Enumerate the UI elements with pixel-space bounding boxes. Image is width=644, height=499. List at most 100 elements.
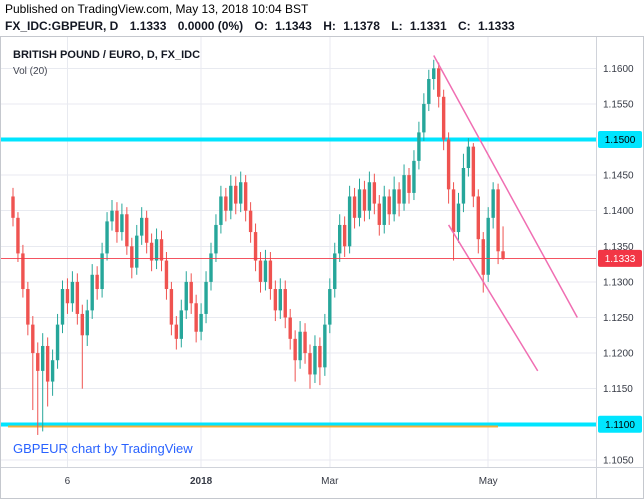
price-tick-label: 1.1450	[603, 171, 634, 182]
price-badge-label: 1.1333	[605, 254, 636, 265]
price-tick-label: 1.1250	[603, 313, 634, 324]
candle-body	[149, 242, 154, 261]
candle-body	[437, 68, 441, 97]
candle-body	[125, 214, 129, 247]
candle-body	[392, 189, 396, 215]
candle-body	[422, 103, 426, 133]
time-axis[interactable]: 6 2018 Mar May	[65, 476, 498, 487]
price-axis[interactable]: 1.16001.15501.15001.14501.14001.13501.13…	[598, 64, 642, 467]
price-badge	[598, 249, 642, 267]
published-caption: Published on TradingView.com, May 13, 20…	[5, 2, 309, 16]
price-levels	[1, 137, 596, 428]
price-badge-label: 1.1500	[605, 135, 636, 146]
candle-body	[258, 260, 263, 282]
candle-body	[273, 289, 278, 311]
time-tick-label: 6	[65, 476, 71, 487]
candle-body	[382, 196, 386, 225]
candle-body	[204, 281, 208, 314]
candle-body	[164, 260, 169, 290]
open-label: O:	[254, 19, 268, 33]
candle-body	[60, 289, 65, 325]
candle-body	[263, 260, 268, 282]
candle-body	[140, 217, 144, 236]
candle-body	[362, 189, 367, 211]
candle-body	[377, 203, 381, 225]
low-value: 1.1331	[409, 19, 447, 33]
candle-body	[85, 310, 89, 336]
candle-body	[387, 196, 391, 215]
tradingview-attribution-link[interactable]: GBPEUR chart by TradingView	[13, 441, 193, 456]
candle-body	[412, 160, 416, 193]
candle-body	[338, 224, 342, 254]
high-value: 1.1378	[343, 19, 380, 33]
candle-body	[189, 281, 193, 304]
candle-body	[333, 253, 337, 290]
last-price: 1.1333	[129, 19, 167, 33]
candle-body	[80, 313, 84, 336]
chart-container[interactable]: 1.16001.15501.15001.14501.14001.13501.13…	[0, 36, 644, 499]
candle-body	[501, 251, 505, 259]
price-tick-label: 1.1200	[603, 349, 634, 360]
candle-body	[427, 79, 431, 104]
close-label: C:	[457, 19, 471, 33]
candle-body	[26, 289, 30, 325]
candle-body	[347, 196, 352, 247]
high-label: H:	[323, 19, 336, 33]
candle-body	[466, 146, 471, 168]
channel-lower	[447, 224, 539, 372]
candle-body	[471, 146, 476, 197]
candle-body	[283, 289, 287, 318]
candle-body	[318, 345, 322, 368]
price-tick-label: 1.1350	[603, 242, 634, 253]
candle-body	[441, 96, 446, 140]
price-badge-label: 1.1100	[605, 420, 635, 431]
candle-body	[476, 196, 480, 240]
time-tick-label: Mar	[321, 476, 339, 487]
candle-body	[179, 310, 183, 339]
candle-body	[451, 189, 456, 233]
price-badge	[598, 415, 642, 433]
candle-body	[50, 360, 55, 382]
candle-body	[199, 313, 203, 332]
candle-body	[70, 281, 75, 304]
candle-body	[342, 224, 347, 247]
candle-body	[397, 189, 401, 204]
candle-body	[21, 253, 25, 290]
chart-legend-title: BRITISH POUND / EURO, D, FX_IDC	[13, 49, 201, 61]
price-change: 0.0000 (0%)	[177, 19, 244, 33]
chart-canvas[interactable]: 1.16001.15501.15001.14501.14001.13501.13…	[1, 37, 643, 498]
candle-body	[481, 239, 485, 275]
candle-body	[323, 324, 327, 368]
candle-body	[491, 189, 495, 218]
candle-body	[313, 345, 317, 375]
candle-body	[159, 239, 164, 261]
candle-body	[456, 203, 461, 233]
candle-body	[243, 182, 248, 211]
price-tick-label: 1.1400	[603, 206, 634, 217]
candle-body	[219, 196, 223, 225]
candle-body	[417, 132, 421, 161]
volume-indicator-legend: Vol (20)	[13, 66, 48, 77]
candle-body	[36, 353, 40, 371]
candle-body	[55, 324, 60, 361]
symbol-interval: FX_IDC:GBPEUR, D	[5, 19, 119, 33]
candle-body	[298, 331, 302, 361]
channel-upper	[433, 55, 578, 318]
candle-body	[357, 189, 362, 218]
candle-body	[45, 345, 50, 382]
price-tick-label: 1.1600	[603, 64, 634, 75]
open-value: 1.1343	[275, 19, 312, 33]
candle-body	[293, 338, 297, 361]
candle-body	[496, 189, 500, 252]
price-tick-label: 1.1300	[603, 277, 634, 288]
candle-body	[174, 324, 179, 339]
candle-body	[130, 246, 134, 268]
candle-body	[308, 353, 312, 375]
candle-body	[239, 182, 243, 204]
candle-body	[446, 139, 451, 190]
time-tick-label: May	[479, 476, 498, 487]
candle-body	[303, 331, 307, 354]
candle-body	[268, 260, 273, 290]
candle-body	[115, 210, 119, 233]
candle-body	[372, 182, 377, 204]
